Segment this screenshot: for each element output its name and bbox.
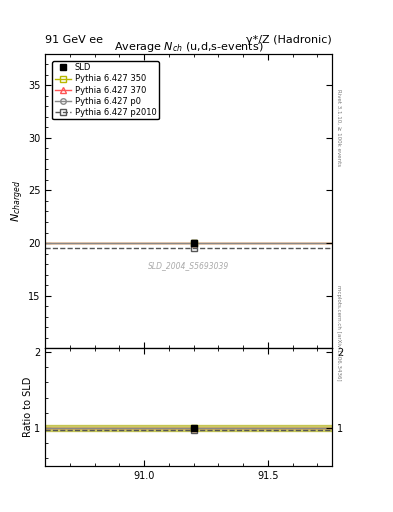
Text: Rivet 3.1.10, ≥ 100k events: Rivet 3.1.10, ≥ 100k events: [336, 90, 341, 166]
Bar: [45, 425, 332, 431]
Text: 91 GeV ee: 91 GeV ee: [45, 34, 103, 45]
Title: Average $N_{ch}$ (u,d,s-events): Average $N_{ch}$ (u,d,s-events): [114, 39, 263, 54]
Text: mcplots.cern.ch [arXiv:1306.3436]: mcplots.cern.ch [arXiv:1306.3436]: [336, 285, 341, 380]
Legend: SLD, Pythia 6.427 350, Pythia 6.427 370, Pythia 6.427 p0, Pythia 6.427 p2010: SLD, Pythia 6.427 350, Pythia 6.427 370,…: [52, 61, 159, 119]
Text: SLD_2004_S5693039: SLD_2004_S5693039: [148, 261, 229, 270]
Text: γ*/Z (Hadronic): γ*/Z (Hadronic): [246, 34, 332, 45]
Y-axis label: Ratio to SLD: Ratio to SLD: [23, 377, 33, 437]
Y-axis label: $N_{charged}$: $N_{charged}$: [10, 180, 26, 222]
